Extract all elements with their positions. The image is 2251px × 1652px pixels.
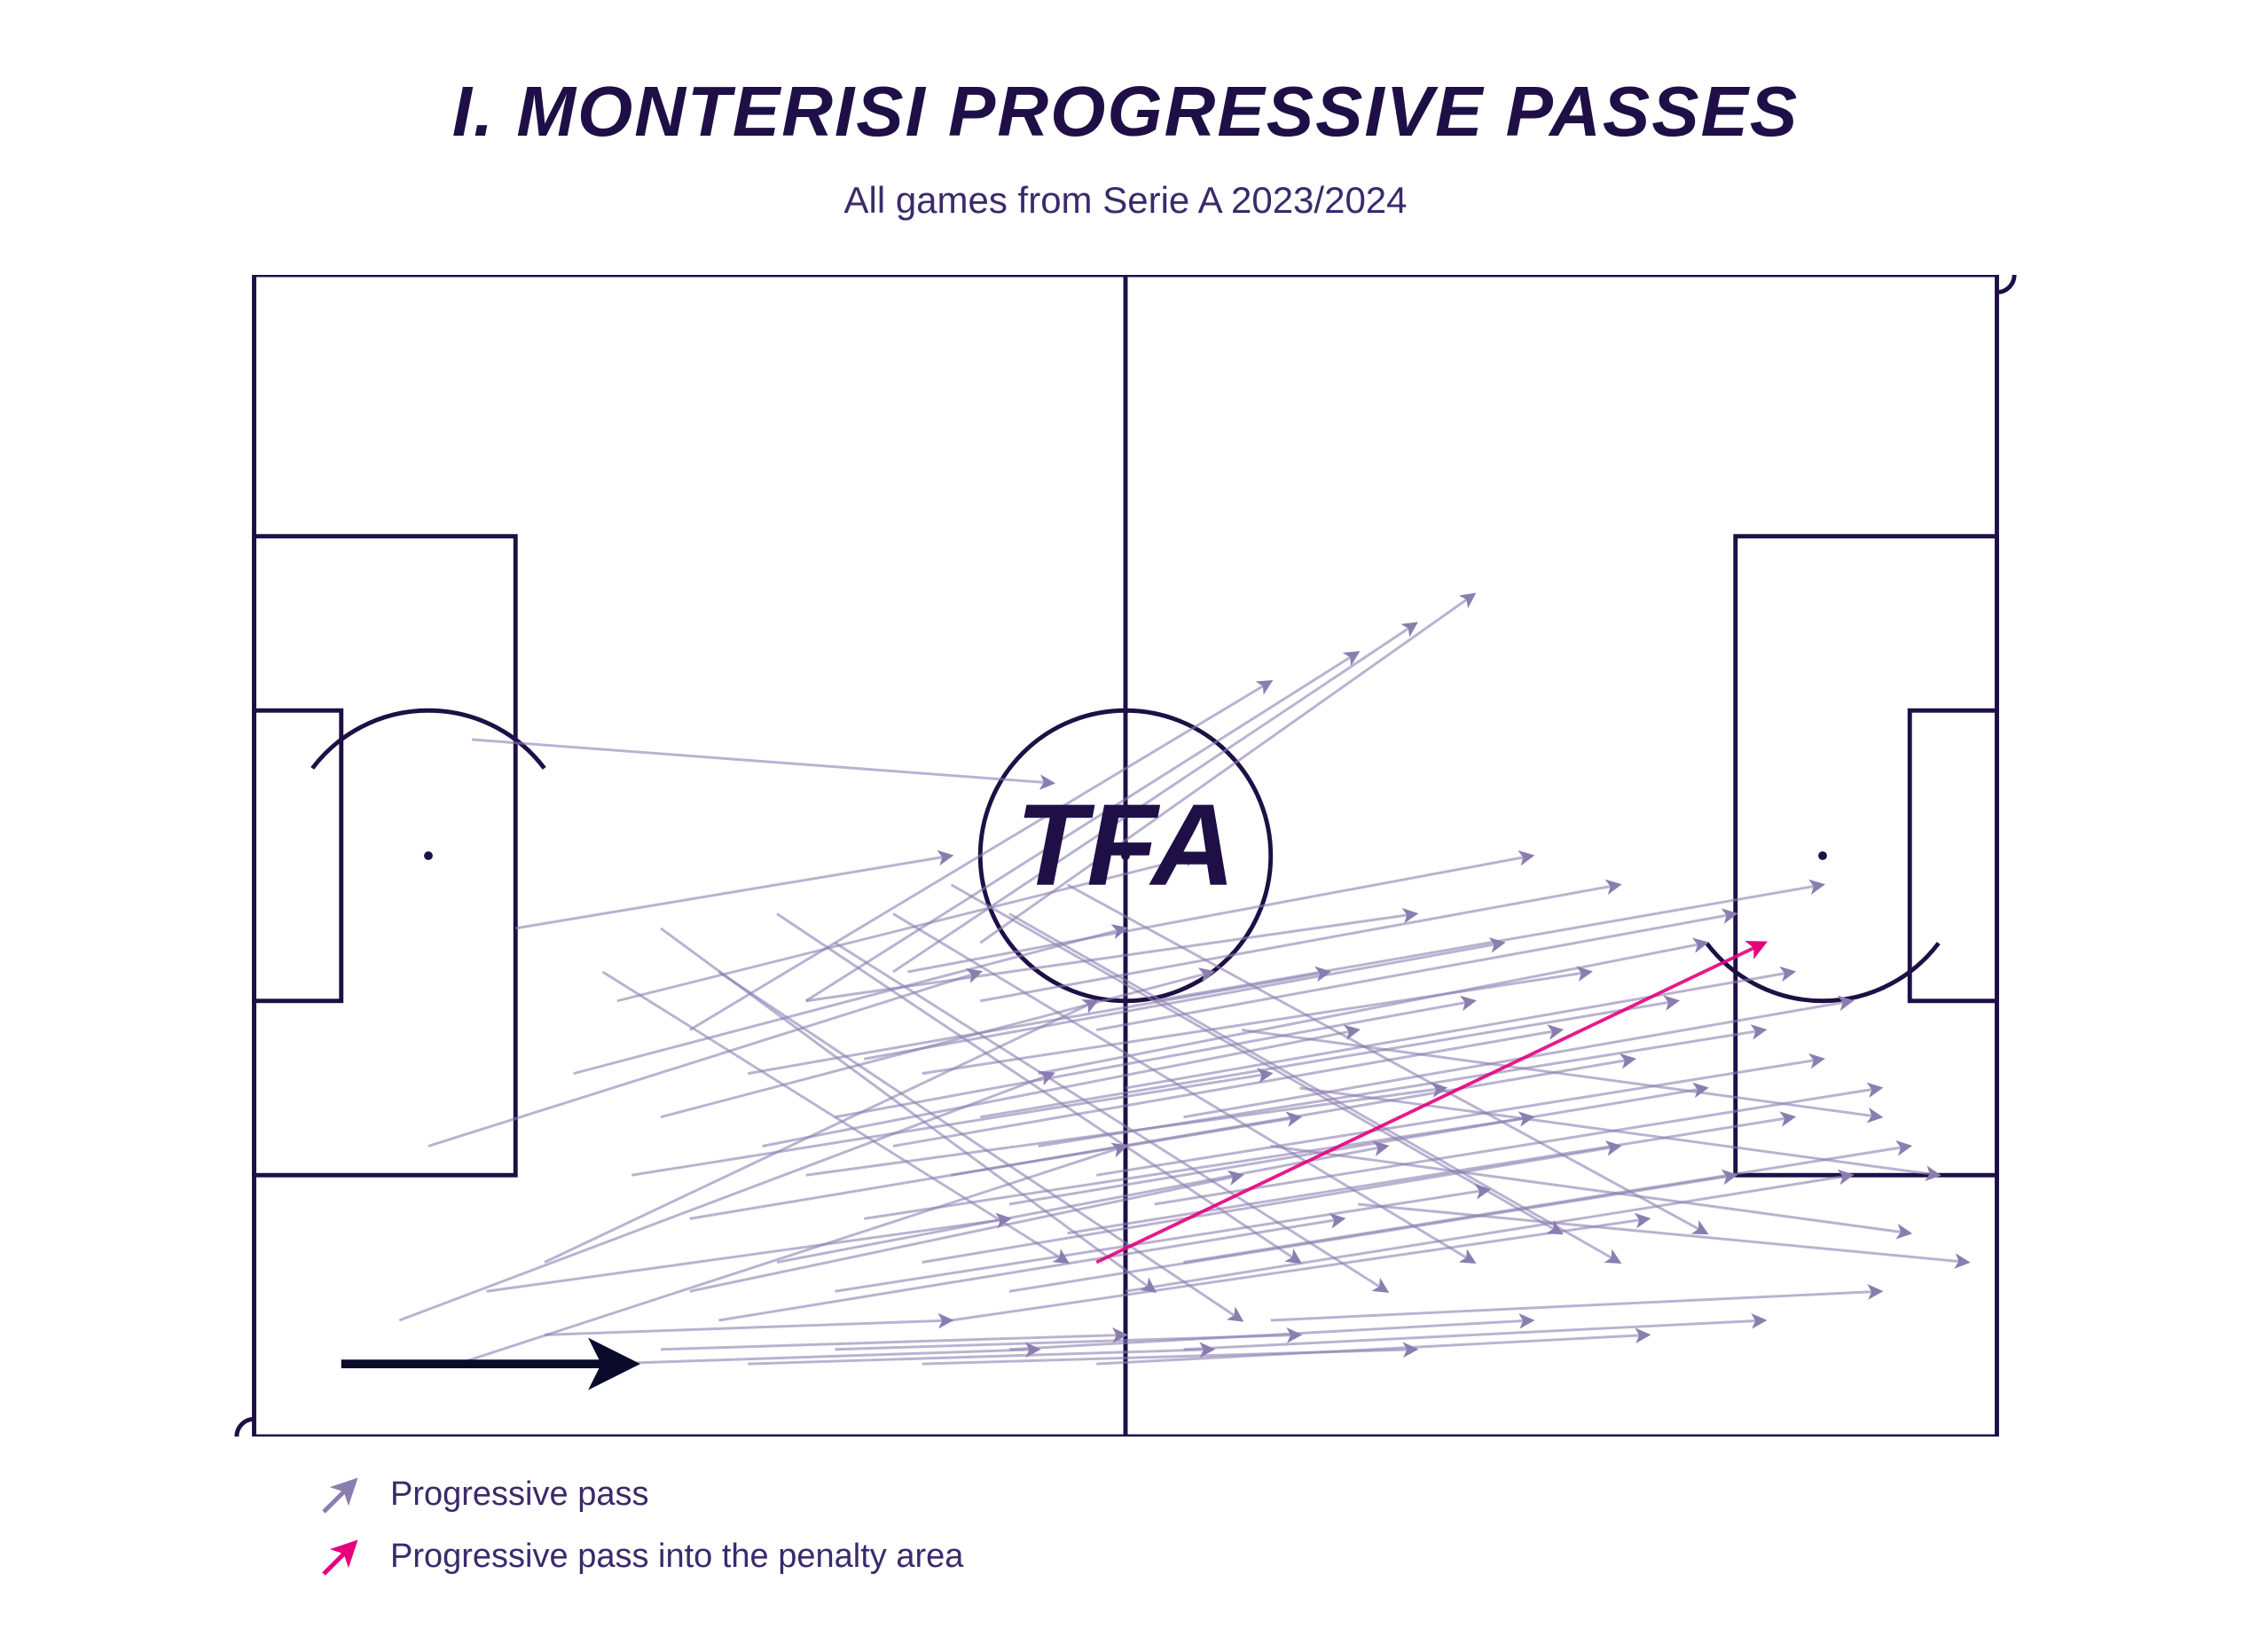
chart-title: I. MONTERISI PROGRESSIVE PASSES bbox=[89, 71, 2162, 153]
progressive-pass bbox=[1358, 1204, 1968, 1263]
legend: Progressive pass Progressive pass into th… bbox=[319, 1472, 2162, 1578]
legend-arrow-icon bbox=[319, 1534, 364, 1578]
watermark: TFA bbox=[1016, 779, 1235, 910]
legend-label: Progressive pass bbox=[390, 1476, 648, 1514]
legend-row: Progressive pass bbox=[319, 1472, 2162, 1516]
penalty-area-pass bbox=[1096, 943, 1764, 1262]
progressive-pass bbox=[545, 1320, 952, 1335]
progressive-pass bbox=[472, 740, 1053, 783]
progressive-pass bbox=[952, 1218, 1649, 1320]
passes bbox=[399, 594, 1968, 1364]
progressive-pass bbox=[515, 856, 951, 928]
progressive-pass bbox=[893, 914, 1474, 1263]
legend-row: Progressive pass into the penalty area bbox=[319, 1534, 2162, 1578]
progressive-pass bbox=[1271, 1291, 1881, 1320]
chart-subtitle: All games from Serie A 2023/2024 bbox=[89, 179, 2162, 222]
progressive-pass bbox=[487, 1218, 1010, 1291]
progressive-pass bbox=[1009, 914, 1620, 1263]
legend-arrow-icon bbox=[319, 1472, 364, 1516]
progressive-pass bbox=[719, 1218, 1344, 1320]
pitch-svg: TFA bbox=[230, 275, 2021, 1437]
legend-label: Progressive pass into the penalty area bbox=[390, 1538, 963, 1576]
page: I. MONTERISI PROGRESSIVE PASSES All game… bbox=[0, 0, 2251, 1652]
progressive-pass bbox=[1096, 1059, 1823, 1175]
pitch-container: TFA bbox=[230, 275, 2021, 1437]
progressive-pass bbox=[574, 928, 1126, 1074]
progressive-pass bbox=[748, 972, 1329, 1074]
